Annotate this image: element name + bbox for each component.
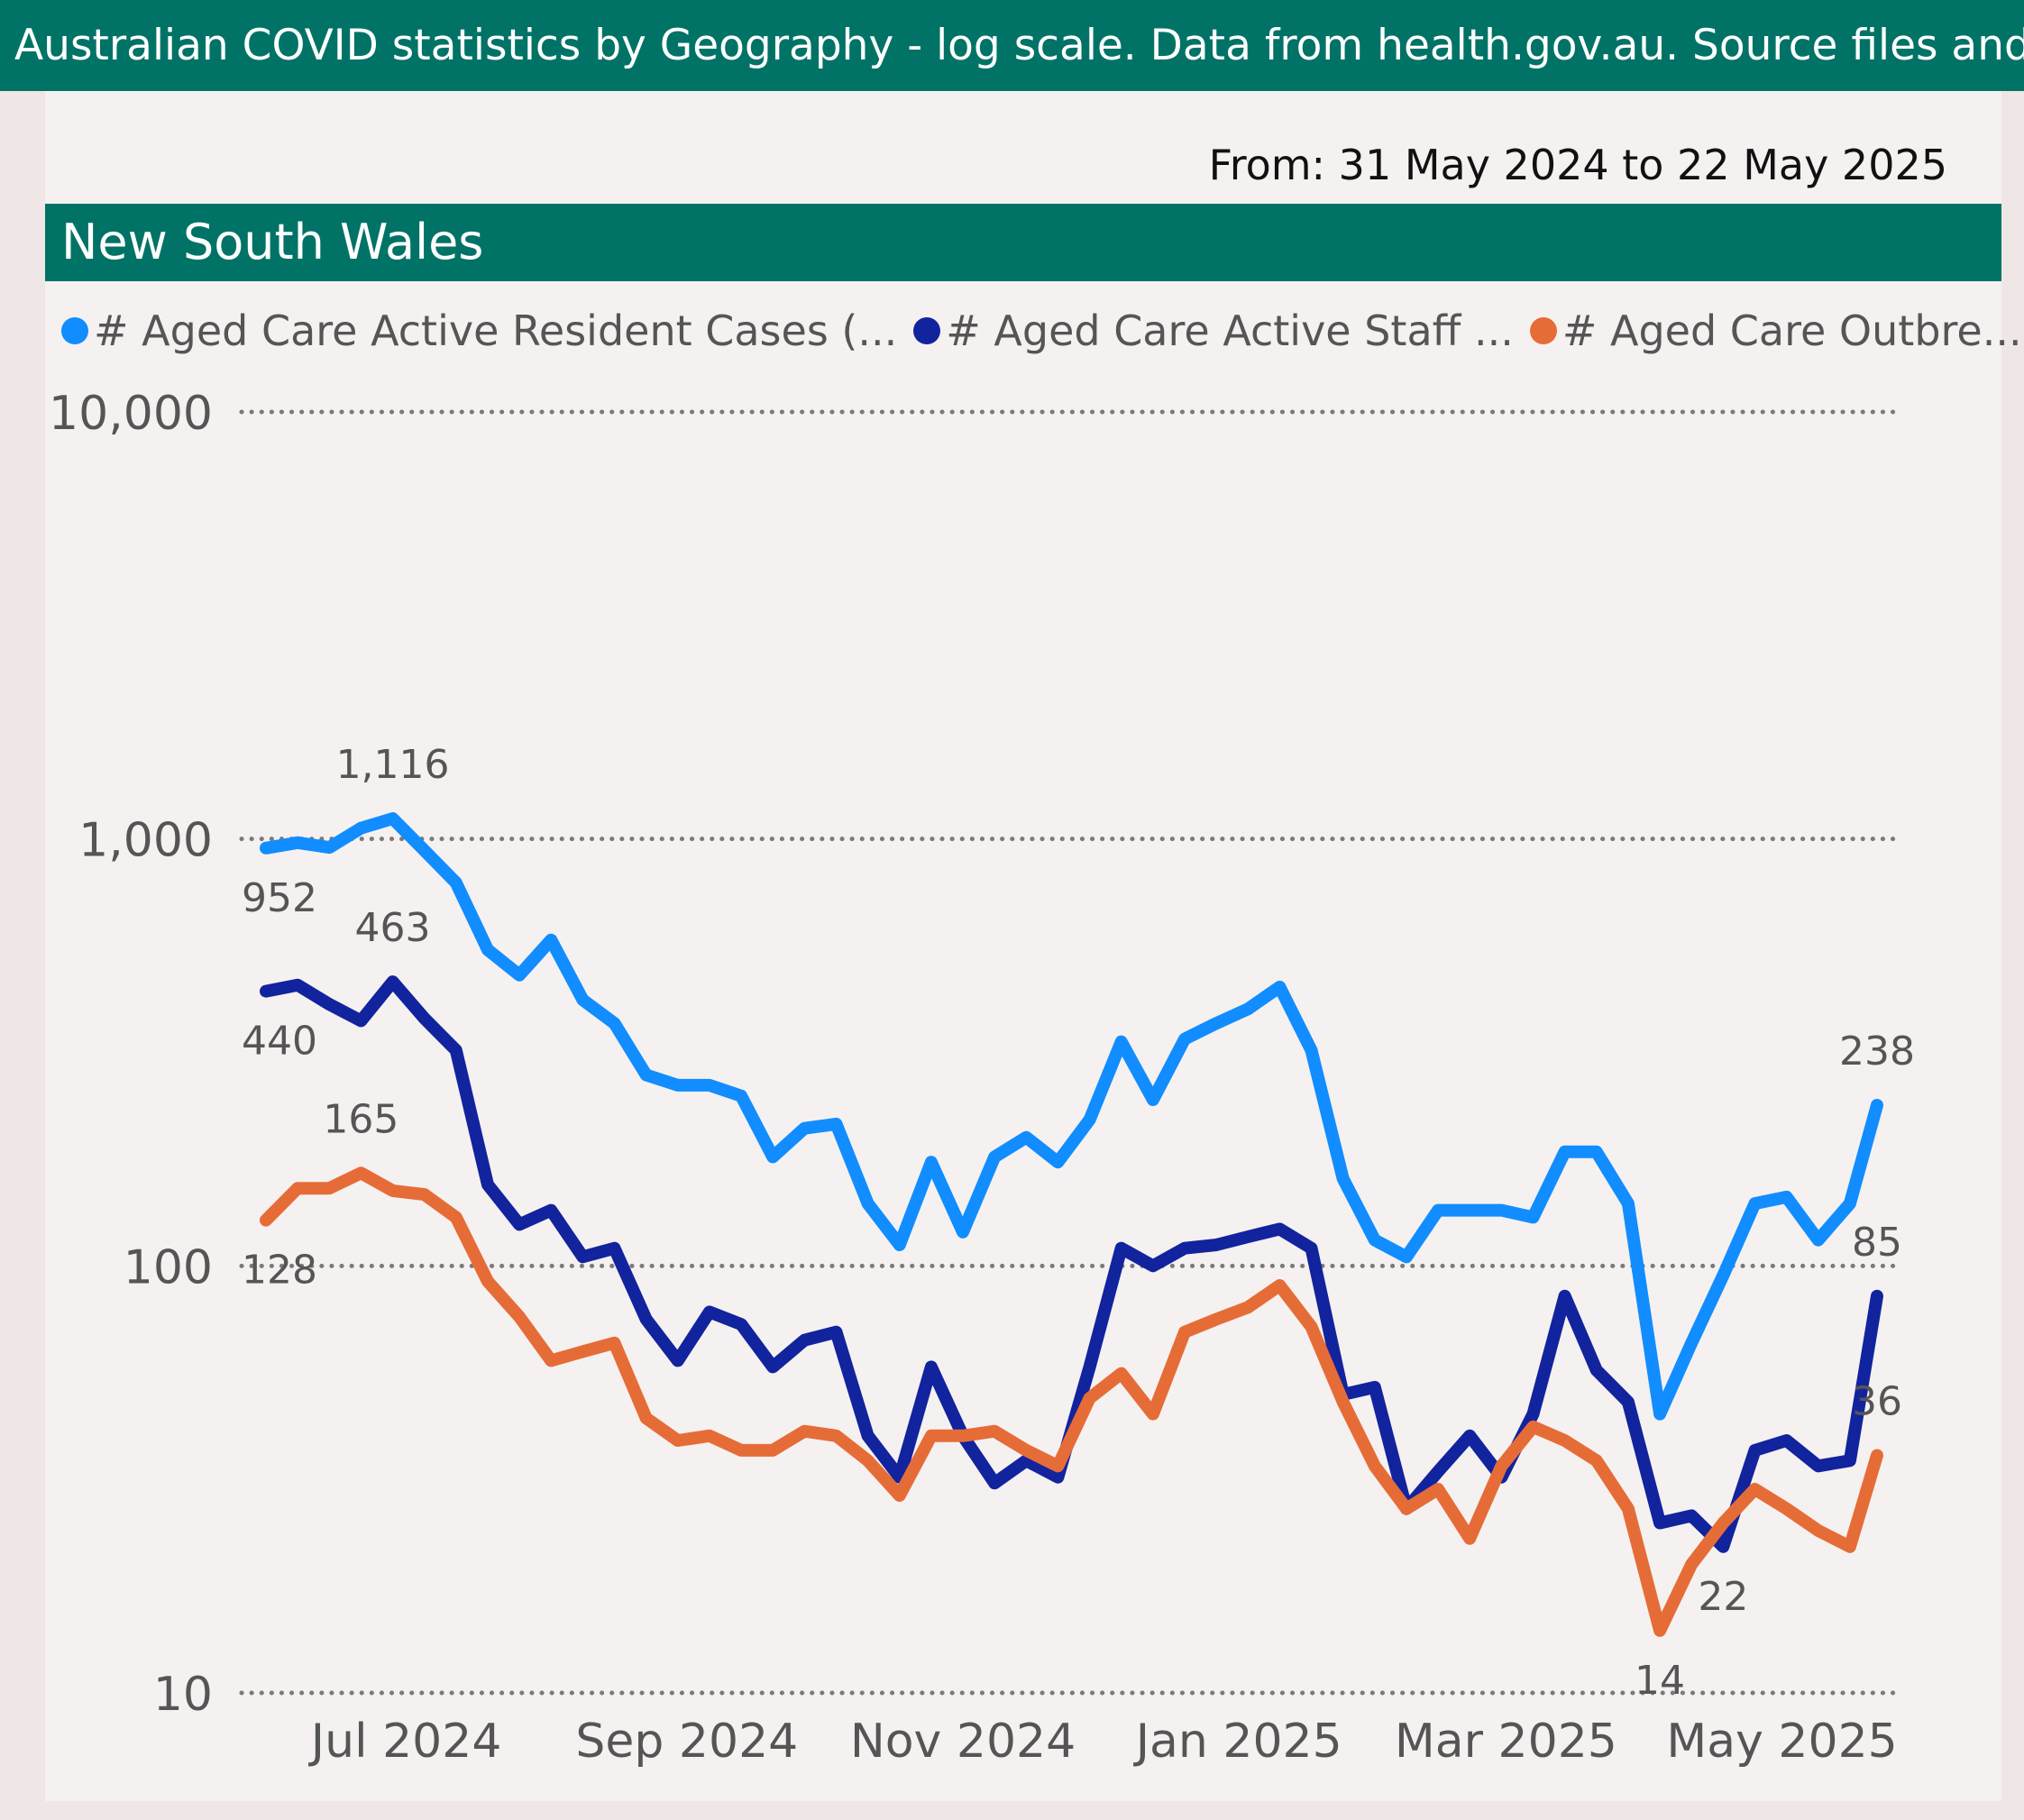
x-tick-label: Nov 2024 [850,1715,1076,1769]
region-title: New South Wales [45,204,2001,281]
legend-label: # Aged Care Active Resident Cases (... [94,306,898,355]
data-label: 1,116 [336,742,450,788]
legend-item-staff-cases[interactable]: # Aged Care Active Staff ... [913,306,1514,355]
x-tick-label: Jan 2025 [1133,1715,1342,1769]
legend-dot-icon [61,317,88,344]
legend-item-resident-cases[interactable]: # Aged Care Active Resident Cases (... [61,306,897,355]
report-title-banner: Australian COVID statistics by Geography… [0,0,2024,91]
legend-item-outbreaks[interactable]: # Aged Care Outbre... [1529,306,2022,355]
legend-dot-icon [913,317,941,344]
series-line-resident-cases[interactable] [260,812,1883,1421]
chart-legend[interactable]: # Aged Care Active Resident Cases (... #… [61,304,2024,358]
data-label: 463 [355,905,431,951]
gridlines [239,409,1900,1696]
data-label: 85 [1852,1220,1902,1266]
line-chart[interactable]: 10 100 1,000 10,000 Jul 2024 Sep 2024 Nov 202… [0,91,2024,1820]
data-labels: 952 1,116 238 440 463 22 85 128 165 14 36 [242,742,1915,1704]
y-tick-label: 100 [124,1240,213,1294]
chart-panel: From: 31 May 2024 to 22 May 2025 New Sou… [45,91,2022,1801]
legend-label: # Aged Care Outbre... [1562,306,2022,355]
series-lines[interactable] [260,812,1883,1637]
x-tick-label: May 2025 [1666,1715,1897,1769]
data-label: 22 [1698,1574,1748,1620]
legend-label: # Aged Care Active Staff ... [946,306,1514,355]
date-range-label: From: 31 May 2024 to 22 May 2025 [1208,141,1947,189]
legend-dot-icon [1529,317,1557,344]
x-tick-label: Sep 2024 [575,1715,798,1769]
y-tick-label: 10,000 [49,387,213,441]
x-axis: Jul 2024 Sep 2024 Nov 2024 Jan 2025 Mar 2025… [308,1715,1898,1769]
data-label: 440 [242,1019,317,1065]
y-tick-label: 1,000 [78,814,213,868]
series-line-outbreaks[interactable] [260,1166,1883,1637]
data-label: 952 [242,875,317,921]
y-axis: 10 100 1,000 10,000 [49,387,213,1722]
x-tick-label: Mar 2025 [1395,1715,1617,1769]
y-tick-label: 10 [153,1668,213,1722]
data-label: 238 [1839,1029,1915,1075]
data-label: 165 [323,1096,398,1142]
data-label: 14 [1635,1658,1685,1704]
x-tick-label: Jul 2024 [308,1715,502,1769]
data-label: 36 [1852,1378,1902,1424]
data-label: 128 [242,1248,317,1294]
